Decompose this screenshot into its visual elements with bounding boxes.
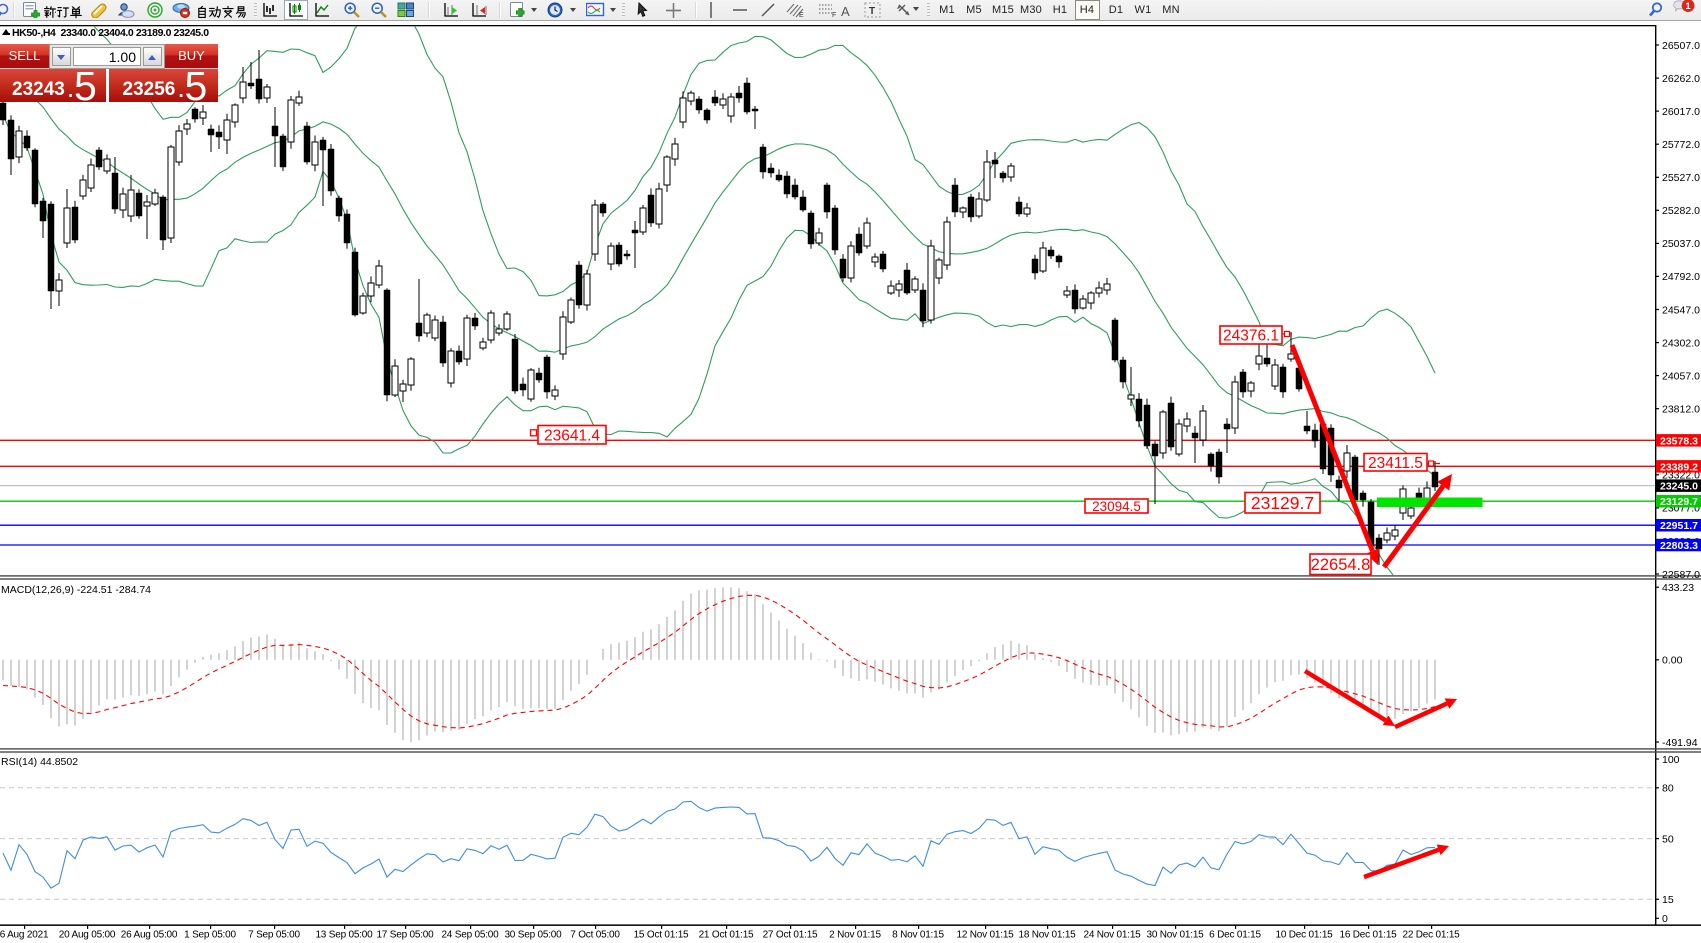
svg-text:0: 0 [1662,913,1668,925]
svg-text:23245.0: 23245.0 [1660,481,1698,493]
svg-text:2 Nov 01:15: 2 Nov 01:15 [829,930,881,941]
svg-text:25282.0: 25282.0 [1662,205,1700,217]
svg-text:30 Nov 01:15: 30 Nov 01:15 [1146,930,1204,941]
svg-text:23129.7: 23129.7 [1251,493,1314,513]
svg-text:23094.5: 23094.5 [1092,499,1141,514]
svg-text:23389.2: 23389.2 [1660,461,1698,473]
svg-text:24 Sep 05:00: 24 Sep 05:00 [441,930,499,941]
svg-text:RSI(14) 44.8502: RSI(14) 44.8502 [1,756,78,768]
svg-text:10 Dec 01:15: 10 Dec 01:15 [1275,930,1333,941]
svg-text:0.00: 0.00 [1662,655,1683,667]
svg-text:25037.0: 25037.0 [1662,238,1700,250]
svg-text:7 Sep 05:00: 7 Sep 05:00 [248,930,300,941]
svg-text:1: 1 [1685,1,1691,12]
svg-text:24376.1: 24376.1 [1223,328,1279,345]
svg-text:25527.0: 25527.0 [1662,172,1700,184]
svg-text:27 Oct 01:15: 27 Oct 01:15 [763,930,818,941]
svg-text:MACD(12,26,9) -224.51 -284.74: MACD(12,26,9) -224.51 -284.74 [1,584,151,596]
svg-text:17 Sep 05:00: 17 Sep 05:00 [376,930,434,941]
svg-text:50: 50 [1662,833,1674,845]
svg-text:24302.0: 24302.0 [1662,337,1700,349]
svg-text:26 Aug 05:00: 26 Aug 05:00 [121,930,178,941]
svg-text:24057.0: 24057.0 [1662,370,1700,382]
svg-text:E: E [799,12,804,18]
svg-text:30 Sep 05:00: 30 Sep 05:00 [504,930,562,941]
svg-text:24792.0: 24792.0 [1662,271,1700,283]
svg-text:1 Sep 05:00: 1 Sep 05:00 [184,930,236,941]
svg-text:100: 100 [1662,754,1680,766]
svg-text:-491.94: -491.94 [1662,737,1698,749]
svg-text:22 Dec 01:15: 22 Dec 01:15 [1402,930,1460,941]
svg-text:26017.0: 26017.0 [1662,106,1700,118]
svg-text:13 Sep 05:00: 13 Sep 05:00 [315,930,373,941]
svg-text:22654.8: 22654.8 [1311,556,1371,574]
svg-text:15 Oct 01:15: 15 Oct 01:15 [634,930,689,941]
svg-text:24547.0: 24547.0 [1662,304,1700,316]
svg-text:21 Oct 01:15: 21 Oct 01:15 [699,930,754,941]
svg-text:T: T [869,6,875,17]
svg-text:22951.7: 22951.7 [1660,520,1698,532]
svg-text:20 Aug 05:00: 20 Aug 05:00 [59,930,116,941]
svg-text:16 Dec 01:15: 16 Dec 01:15 [1339,930,1397,941]
svg-text:24 Nov 01:15: 24 Nov 01:15 [1083,930,1141,941]
svg-text:6 Dec 01:15: 6 Dec 01:15 [1209,930,1261,941]
svg-text:F: F [832,12,836,18]
svg-text:23578.3: 23578.3 [1660,435,1698,447]
svg-text:26507.0: 26507.0 [1662,40,1700,52]
svg-text:80: 80 [1662,783,1674,795]
svg-text:7 Oct 05:00: 7 Oct 05:00 [570,930,620,941]
svg-text:433.23: 433.23 [1662,582,1694,594]
svg-text:23411.5: 23411.5 [1368,455,1423,472]
svg-text:22587.0: 22587.0 [1662,569,1700,581]
svg-text:25772.0: 25772.0 [1662,139,1700,151]
svg-text:26262.0: 26262.0 [1662,73,1700,85]
svg-text:18 Nov 01:15: 18 Nov 01:15 [1018,930,1076,941]
svg-text:12 Nov 01:15: 12 Nov 01:15 [956,930,1014,941]
svg-text:22803.3: 22803.3 [1660,540,1698,552]
svg-text:23641.4: 23641.4 [544,427,600,444]
svg-text:8 Nov 01:15: 8 Nov 01:15 [892,930,944,941]
svg-text:6 Aug 2021: 6 Aug 2021 [0,930,49,941]
svg-text:15: 15 [1662,894,1674,906]
svg-text:23129.7: 23129.7 [1660,496,1698,508]
svg-text:23812.0: 23812.0 [1662,404,1700,416]
